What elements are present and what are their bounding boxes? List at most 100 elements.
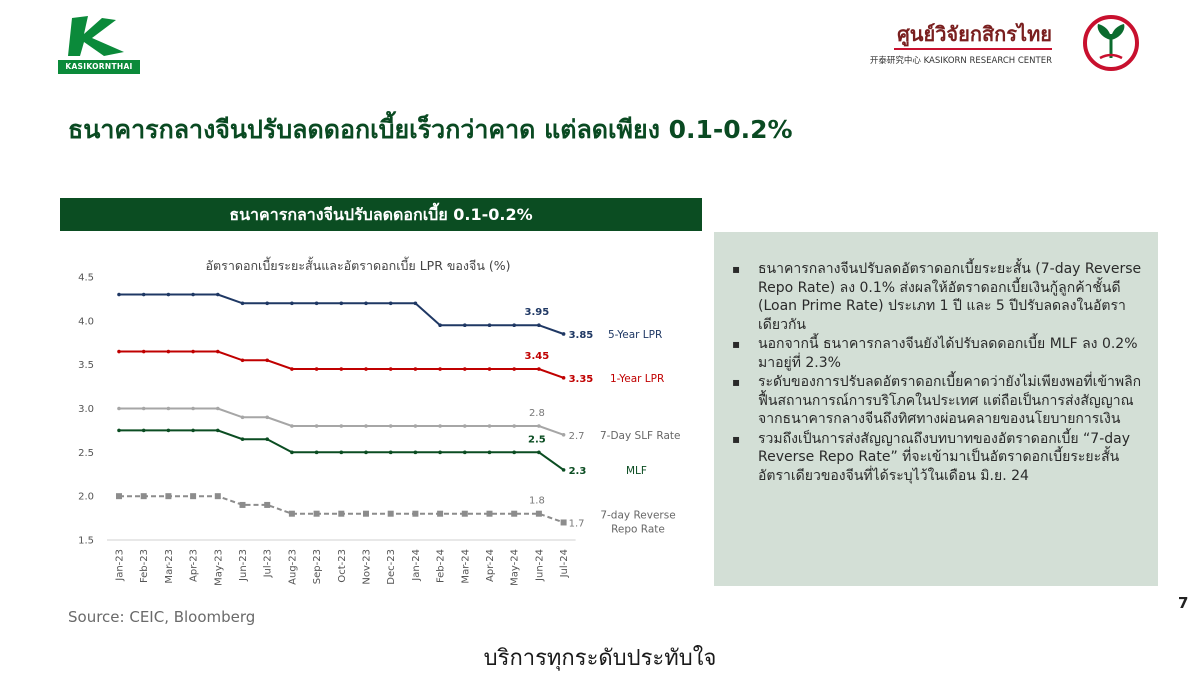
data-label: 2.7 xyxy=(569,431,585,442)
x-tick-label: May-24 xyxy=(510,549,521,586)
data-point xyxy=(537,450,541,455)
data-point xyxy=(364,450,368,455)
bullet-item: ระดับของการปรับลดอัตราดอกเบี้ยคาดว่ายังไ… xyxy=(730,373,1144,429)
y-tick-label: 1.5 xyxy=(78,536,94,547)
series-name-label: 7-Day SLF Rate xyxy=(600,430,681,442)
data-point xyxy=(191,292,195,297)
data-point xyxy=(166,406,171,411)
x-tick-label: Apr-23 xyxy=(189,549,200,582)
data-point xyxy=(461,510,468,517)
data-point xyxy=(512,323,516,328)
y-tick-label: 3.0 xyxy=(78,404,94,415)
data-point xyxy=(239,501,246,508)
bullet-item: รวมถึงเป็นการส่งสัญญาณถึงบทบาทของอัตราดอ… xyxy=(730,430,1144,486)
data-point xyxy=(438,424,442,428)
bullet-item: ธนาคารกลางจีนปรับลดอัตราดอกเบี้ยระยะสั้น… xyxy=(730,260,1144,334)
data-point xyxy=(290,424,294,428)
x-tick-label: Jan-23 xyxy=(115,549,126,582)
data-point xyxy=(364,301,368,306)
data-point xyxy=(438,450,442,455)
data-point xyxy=(265,415,269,420)
data-point xyxy=(535,510,542,517)
data-point xyxy=(388,367,393,371)
data-point xyxy=(216,349,220,354)
x-tick-label: Jul-24 xyxy=(559,549,570,578)
data-point xyxy=(413,450,418,455)
data-point xyxy=(438,323,442,328)
data-point xyxy=(339,424,344,428)
series-line xyxy=(119,495,564,524)
data-point xyxy=(388,424,393,428)
data-point xyxy=(413,424,418,428)
data-point xyxy=(339,450,344,455)
data-point xyxy=(561,468,566,472)
data-point xyxy=(166,428,171,433)
data-point xyxy=(265,437,269,441)
krc-divider xyxy=(894,48,1052,50)
x-tick-label: Jun-23 xyxy=(238,549,249,582)
x-tick-label: Dec-23 xyxy=(386,549,397,585)
data-point xyxy=(216,428,220,433)
data-point xyxy=(314,424,319,428)
data-point xyxy=(463,450,467,455)
rate-line-chart: อัตราดอกเบี้ยระยะสั้นและอัตราดอกเบี้ย LP… xyxy=(78,256,681,586)
data-point xyxy=(339,367,344,371)
data-point xyxy=(166,292,171,297)
series-name-label: 1-Year LPR xyxy=(610,373,664,385)
data-point xyxy=(117,406,121,411)
data-point xyxy=(463,424,467,428)
data-label: 1.8 xyxy=(529,496,545,507)
data-point xyxy=(191,406,195,411)
series-line xyxy=(119,350,564,379)
data-point xyxy=(240,415,245,420)
data-point xyxy=(438,367,442,371)
data-label: 1.7 xyxy=(569,518,585,529)
data-point xyxy=(413,301,418,306)
data-point xyxy=(487,424,492,428)
krc-logo: ศูนย์วิจัยกสิกรไทย 开泰研究中心 KASIKORN RESEA… xyxy=(870,12,1140,74)
data-point xyxy=(166,349,171,354)
x-tick-label: Jun-24 xyxy=(534,549,545,582)
data-point xyxy=(487,323,492,328)
data-point xyxy=(216,406,220,411)
data-point xyxy=(537,323,541,328)
data-point xyxy=(560,519,567,526)
logo-wordmark: KASIKORNTHAI xyxy=(58,60,140,74)
series-name-label: MLF xyxy=(626,465,647,477)
data-point xyxy=(537,424,541,428)
data-point xyxy=(387,510,394,517)
data-point xyxy=(216,292,220,297)
data-point xyxy=(165,493,172,500)
data-point xyxy=(191,428,195,433)
y-tick-label: 2.5 xyxy=(78,448,94,459)
data-point xyxy=(214,493,221,500)
x-tick-label: Apr-24 xyxy=(485,549,496,582)
data-point xyxy=(314,450,319,455)
data-point xyxy=(314,367,319,371)
data-point xyxy=(363,510,369,517)
data-point xyxy=(288,510,295,517)
data-label: 3.95 xyxy=(525,307,550,318)
data-point xyxy=(338,510,345,517)
data-point xyxy=(512,367,516,371)
data-label: 2.3 xyxy=(569,466,587,477)
data-point xyxy=(265,301,269,306)
data-point xyxy=(117,428,121,433)
data-point xyxy=(190,493,197,500)
data-label: 3.45 xyxy=(525,351,550,362)
chart-title: อัตราดอกเบี้ยระยะสั้นและอัตราดอกเบี้ย LP… xyxy=(206,256,511,273)
data-label: 2.5 xyxy=(528,434,546,445)
chart-banner: ธนาคารกลางจีนปรับลดดอกเบี้ย 0.1-0.2% xyxy=(60,198,702,231)
data-label: 2.8 xyxy=(529,408,545,419)
y-tick-label: 4.0 xyxy=(78,316,94,327)
krc-subtitle: 开泰研究中心 KASIKORN RESEARCH CENTER xyxy=(869,56,1052,66)
x-tick-label: Jul-23 xyxy=(263,549,274,578)
data-point xyxy=(313,510,320,517)
x-tick-label: Mar-23 xyxy=(164,549,175,584)
data-point xyxy=(191,349,195,354)
data-point xyxy=(265,358,269,363)
data-point xyxy=(290,450,294,455)
data-point xyxy=(512,450,516,455)
data-point xyxy=(487,450,492,455)
data-point xyxy=(537,367,541,371)
